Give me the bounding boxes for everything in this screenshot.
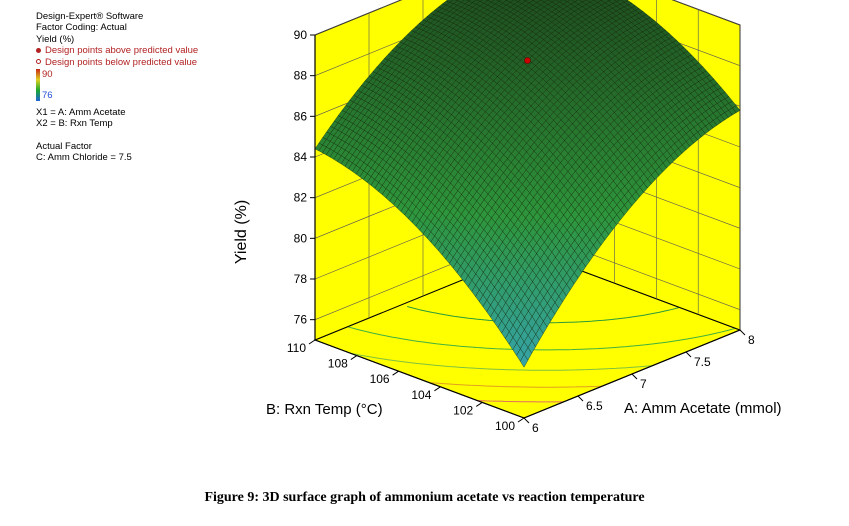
y-axis-title: B: Rxn Temp (°C) <box>266 401 383 418</box>
x-tick-label: 7 <box>640 377 647 391</box>
z-tick-label: 82 <box>294 191 308 205</box>
floor-contour <box>477 400 564 403</box>
legend-below-label: Design points below predicted value <box>45 56 198 68</box>
y-tick-label: 100 <box>495 419 515 433</box>
x-tick-label: 7.5 <box>694 355 711 369</box>
z-tick-label: 90 <box>294 28 308 42</box>
legend-below-item: Design points below predicted value <box>36 57 198 68</box>
x-tick-label: 8 <box>748 333 755 347</box>
z-tick-label: 88 <box>294 69 308 83</box>
z-tick-label: 84 <box>294 150 308 164</box>
figure-caption: Figure 9: 3D surface graph of ammonium a… <box>204 490 645 505</box>
design-points <box>524 57 531 64</box>
y-tick-label: 102 <box>453 403 473 417</box>
color-scale-bar <box>36 69 40 102</box>
legend-panel: Design-Expert® Software Factor Coding: A… <box>36 11 198 164</box>
axes-group: 6 6.5 7 7.5 8 100 102 104 106 108 110 76 78 80 82 84 86 8… <box>287 28 755 435</box>
x2-label: X2 = B: Rxn Temp <box>36 118 113 130</box>
x-tick-mark <box>577 395 584 402</box>
factor-coding-label: Factor Coding: Actual <box>36 22 127 34</box>
y-tick-mark <box>475 401 483 407</box>
x1-label: X1 = A: Amm Acetate <box>36 107 126 119</box>
actual-factor-title: Actual Factor <box>36 140 92 152</box>
z-axis-title: Yield (%) <box>233 200 250 264</box>
wall-grid-z <box>314 0 741 36</box>
below-dot-icon <box>36 59 41 65</box>
y-tick-mark <box>392 370 399 376</box>
y-axis-line <box>314 339 525 419</box>
y-tick-mark <box>350 355 358 361</box>
legend-above-label: Design points above predicted value <box>45 45 199 57</box>
surface-cell <box>520 354 529 368</box>
floor-contour <box>350 352 653 371</box>
z-tick-label: 76 <box>294 313 308 327</box>
y-tick-label: 110 <box>287 341 306 355</box>
color-scale: 90 76 <box>36 69 198 102</box>
scale-high-label: 90 <box>42 69 53 81</box>
z-tick-label: 78 <box>294 272 308 286</box>
design-point-above <box>524 57 531 64</box>
y-tick-mark <box>308 339 316 345</box>
surface-cell <box>523 0 528 2</box>
z-tick-label: 86 <box>294 109 308 123</box>
x-tick-label: 6.5 <box>586 399 603 413</box>
x-axis-title: A: Amm Acetate (mmol) <box>624 400 782 417</box>
z-tick-label: 80 <box>294 231 308 245</box>
x-tick-mark <box>523 417 530 424</box>
software-label: Design-Expert® Software <box>36 11 144 22</box>
y-tick-label: 104 <box>411 388 431 402</box>
response-label: Yield (%) <box>36 33 75 45</box>
x-tick-label: 6 <box>532 421 539 435</box>
x-tick-mark <box>739 329 746 336</box>
y-tick-label: 108 <box>328 357 348 371</box>
actual-factor-label: C: Amm Chloride = 7.5 <box>36 152 132 164</box>
above-dot-icon <box>36 47 41 53</box>
surface-chart: 6 6.5 7 7.5 8 100 102 104 106 108 110 76 78 80 82 84 86 8… <box>233 0 782 435</box>
y-tick-mark <box>434 386 441 392</box>
surface-mesh <box>314 0 741 368</box>
y-tick-mark <box>517 417 525 423</box>
x-tick-mark <box>685 351 692 358</box>
floor-contour <box>428 382 603 388</box>
legend-above-item: Design points above predicted value <box>36 45 198 56</box>
y-tick-label: 106 <box>370 372 390 386</box>
x-tick-mark <box>631 373 638 380</box>
scale-low-label: 76 <box>42 89 53 101</box>
